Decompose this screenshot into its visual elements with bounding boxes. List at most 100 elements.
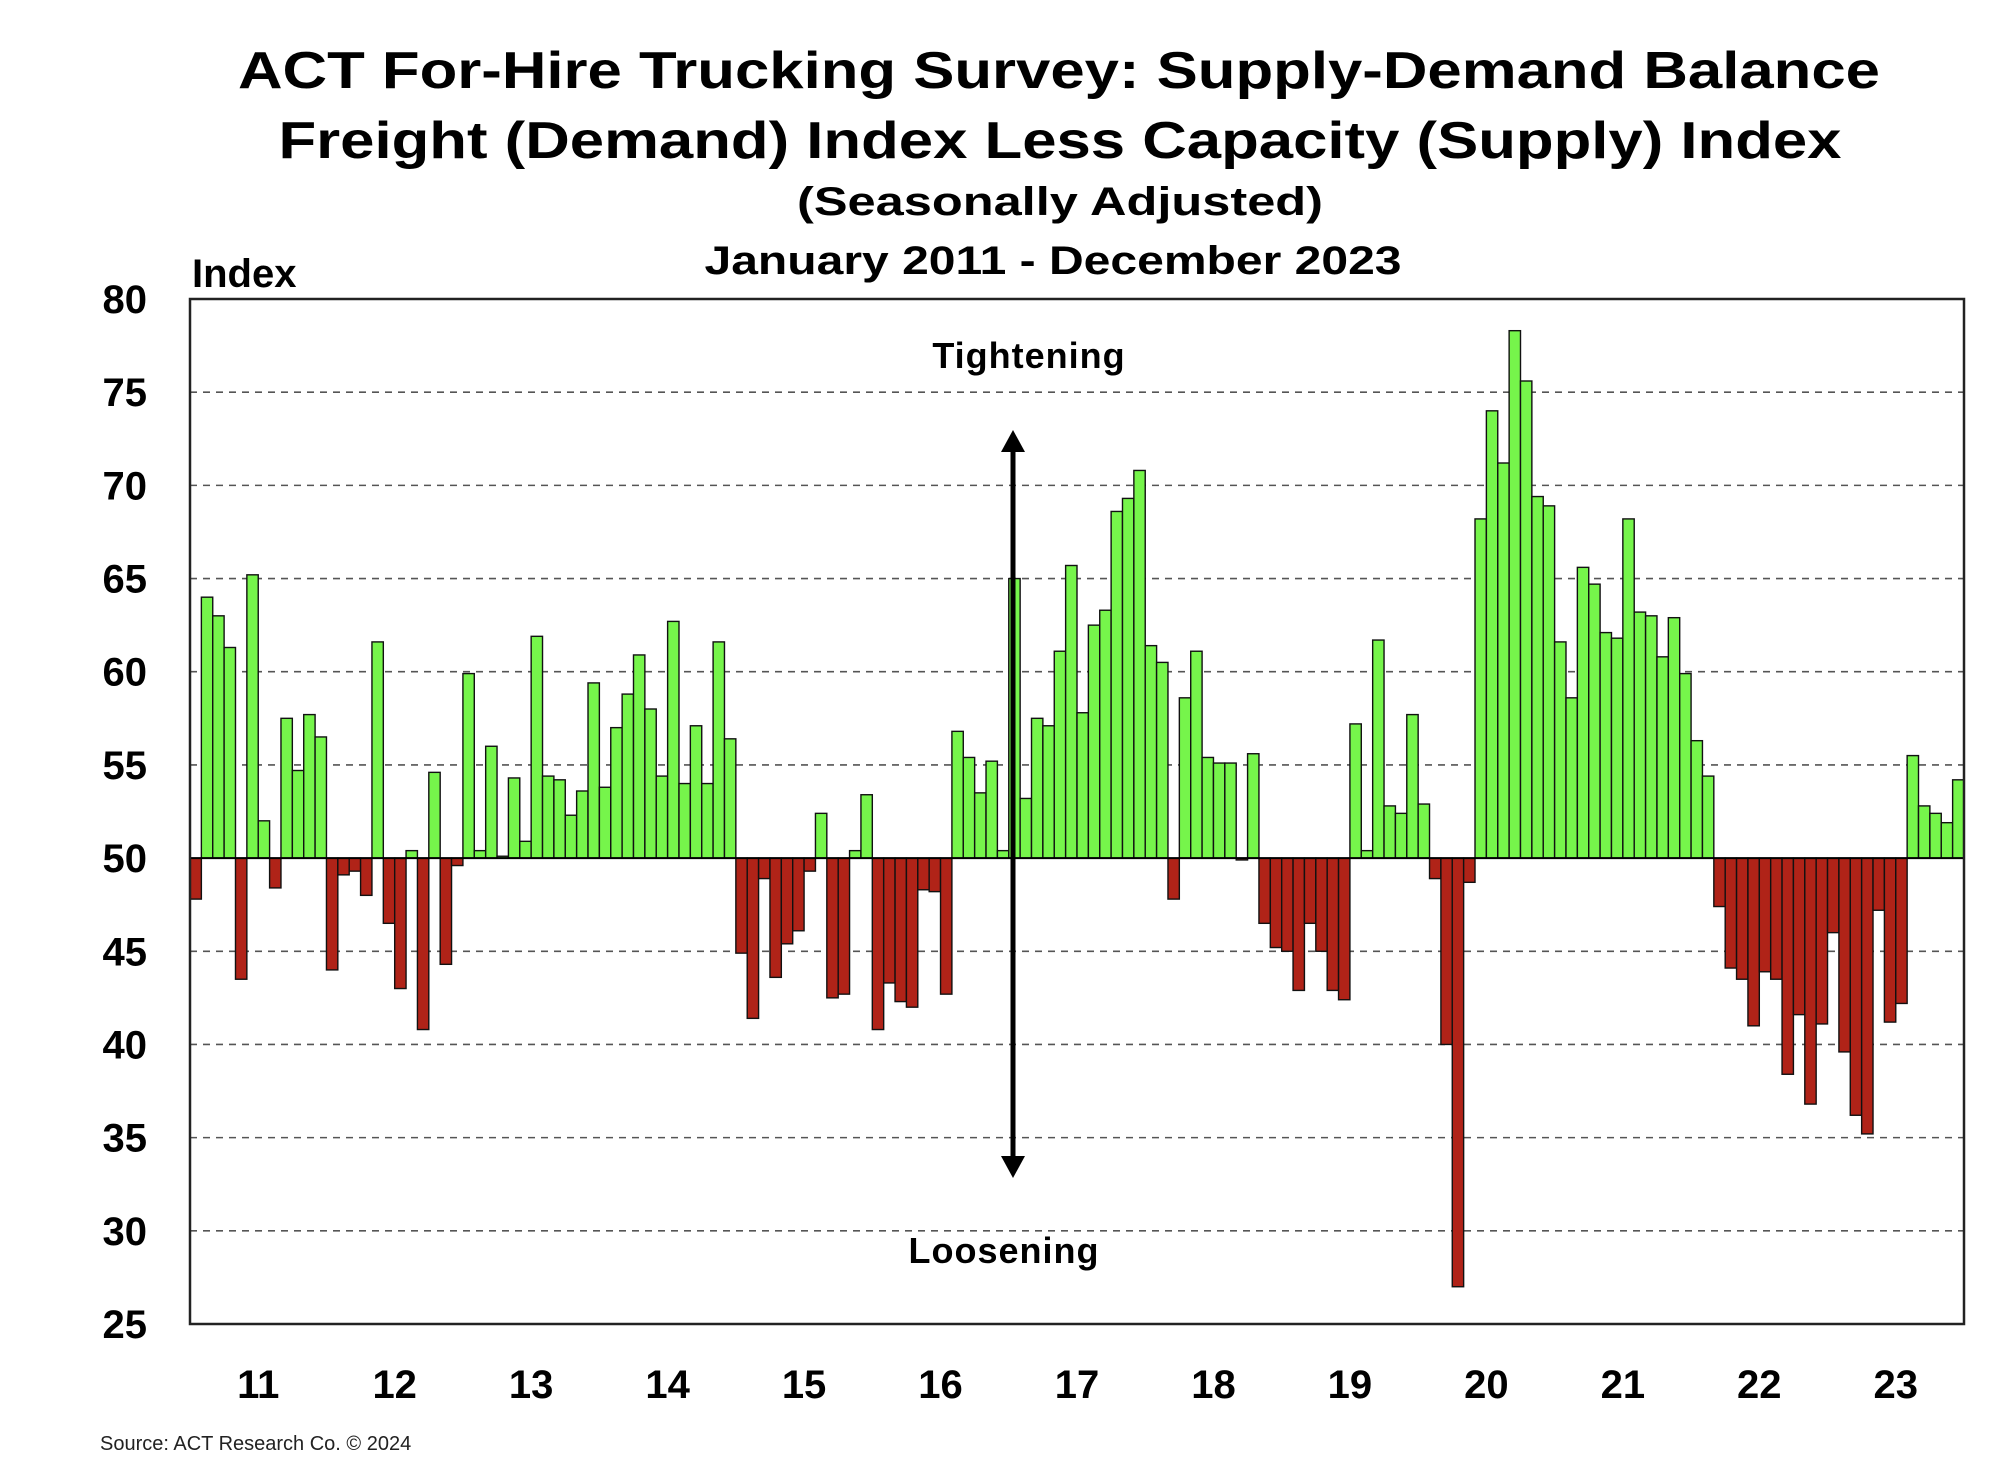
bar-tightening (1519, 380, 1533, 859)
bar-loosening (1280, 857, 1294, 952)
bar-tightening (405, 849, 419, 859)
bar-tightening (1951, 779, 1965, 859)
y-tick-label: 30 (103, 1210, 148, 1254)
bar-loosening (939, 857, 953, 995)
bar-loosening (1781, 857, 1795, 1075)
chart-subtitle-seasonal: (Seasonally Adjusted) (797, 180, 1323, 224)
bar-tightening (587, 682, 601, 859)
bar-tightening (848, 849, 862, 859)
bar-tightening (1599, 631, 1613, 859)
bar-tightening (610, 726, 623, 859)
bar-tightening (1644, 615, 1658, 859)
bar-tightening (689, 725, 703, 859)
bar-loosening (1713, 857, 1726, 908)
bar-loosening (882, 857, 896, 984)
bar-loosening (1451, 857, 1465, 1288)
bar-tightening (621, 693, 635, 859)
bar-loosening (1860, 857, 1874, 1135)
bar-tightening (1349, 723, 1362, 859)
bar-tightening (814, 812, 828, 859)
y-tick-label: 55 (103, 744, 148, 788)
bar-loosening (1724, 857, 1738, 969)
x-tick-label: 14 (645, 1363, 690, 1407)
x-tick-label: 15 (782, 1363, 827, 1407)
bar-loosening (325, 857, 339, 971)
bar-loosening (1440, 857, 1453, 1046)
bar-loosening (1735, 857, 1749, 980)
bar-loosening (1872, 857, 1886, 911)
bar-tightening (1406, 713, 1419, 859)
bar-tightening (1053, 650, 1067, 859)
bar-tightening (280, 717, 294, 859)
bar-tightening (1121, 497, 1135, 859)
bar-loosening (928, 857, 942, 893)
source-note: Source: ACT Research Co. © 2024 (100, 1433, 411, 1455)
bar-tightening (996, 849, 1010, 859)
bar-tightening (1144, 644, 1158, 859)
bar-loosening (1337, 857, 1351, 1001)
annotation-tightening: Tightening (932, 335, 1125, 376)
bar-tightening (644, 708, 657, 859)
bar-loosening (450, 857, 464, 867)
bar-tightening (1394, 812, 1408, 859)
bar-tightening (1917, 805, 1931, 859)
bar-tightening (1155, 661, 1169, 859)
bar-loosening (1428, 857, 1442, 880)
bar-tightening (1565, 697, 1579, 859)
bar-loosening (1804, 857, 1817, 1105)
bar-tightening (1656, 656, 1670, 859)
bar-tightening (973, 792, 987, 859)
bar-tightening (519, 840, 532, 859)
bar-loosening (382, 857, 396, 925)
y-axis-label: Index (192, 252, 296, 296)
bar-tightening (507, 777, 521, 859)
bar-loosening (1269, 857, 1283, 949)
y-tick-labels: 25 30 35 40 45 50 55 60 65 70 75 80 (103, 278, 148, 1347)
plot-frame (188, 297, 1966, 1326)
y-tick-label: 45 (103, 930, 148, 974)
bar-tightening (1087, 624, 1101, 859)
bar-tightening (1508, 329, 1522, 859)
bar-loosening (837, 857, 851, 995)
bar-loosening (359, 857, 373, 897)
bar-loosening (905, 857, 919, 1008)
bar-loosening (871, 857, 885, 1031)
bar-tightening (655, 775, 669, 859)
bar-tightening (200, 596, 214, 859)
bar-tightening (1667, 616, 1681, 859)
bar-loosening (735, 857, 748, 954)
bar-tightening (678, 782, 692, 859)
bar-tightening (598, 786, 612, 859)
bar-loosening (1838, 857, 1851, 1053)
bar-loosening (1792, 857, 1806, 1016)
bar-tightening (212, 615, 225, 859)
bar-tightening (541, 775, 555, 859)
bar-tightening (723, 738, 737, 859)
bar-tightening (1542, 505, 1556, 859)
bar-tightening (1019, 797, 1033, 859)
bar-loosening (348, 857, 362, 872)
x-tick-label: 23 (1874, 1363, 1919, 1407)
bar-loosening (189, 857, 203, 900)
y-tick-label: 40 (103, 1023, 148, 1067)
bar-tightening (1383, 805, 1397, 859)
bar-tightening (1474, 518, 1488, 859)
bar-loosening (1315, 857, 1328, 952)
bar-loosening (393, 857, 407, 990)
bar-tightening (246, 574, 259, 859)
bar-tightening (303, 713, 316, 859)
bar-tightening (1701, 775, 1715, 859)
bars (189, 329, 1965, 1288)
y-tick-label: 80 (103, 278, 148, 322)
bar-tightening (1906, 754, 1920, 859)
y-tick-label: 70 (103, 464, 148, 508)
bar-loosening (268, 857, 282, 889)
x-tick-label: 20 (1464, 1363, 1509, 1407)
bar-tightening (1190, 650, 1203, 859)
bar-loosening (1258, 857, 1272, 925)
bar-loosening (803, 857, 817, 872)
bar-tightening (712, 641, 726, 859)
bar-tightening (1417, 803, 1431, 859)
bar-tightening (314, 736, 328, 859)
bar-tightening (1497, 462, 1510, 859)
